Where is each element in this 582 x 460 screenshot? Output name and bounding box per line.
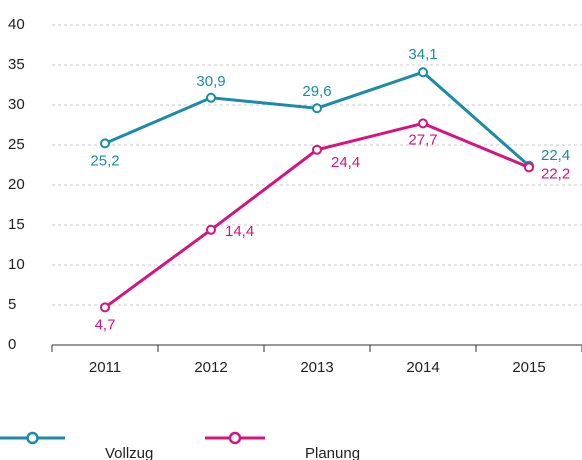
y-tick-label: 35 [8,56,25,73]
data-label: 27,7 [408,131,437,148]
data-label: 34,1 [408,46,437,63]
data-point [418,67,428,78]
y-tick-label: 5 [8,296,16,313]
y-tick-label: 30 [8,96,25,113]
data-label: 30,9 [196,73,225,90]
legend-label: Planung [305,445,360,460]
y-tick-label: 20 [8,176,25,193]
data-point [524,162,534,173]
data-label: 29,6 [302,83,331,100]
data-point [312,144,322,155]
data-label: 25,2 [90,152,119,169]
data-label: 14,4 [225,223,254,240]
data-label: 24,4 [331,154,360,171]
y-tick-label: 0 [8,336,16,353]
x-tick-label: 2012 [194,359,227,376]
data-label: 4,7 [95,316,116,333]
x-tick-label: 2011 [89,359,121,376]
data-point [206,224,216,235]
legend-marker [26,431,39,445]
data-point [100,138,110,149]
data-point [418,118,428,129]
x-tick-label: 2013 [300,359,333,376]
data-point [100,302,110,313]
y-tick-label: 10 [8,256,25,273]
legend-label: Vollzug [105,445,153,460]
y-tick-label: 40 [8,16,25,33]
data-point [206,92,216,103]
legend-marker [228,431,242,445]
data-label: 22,2 [541,165,570,182]
y-tick-label: 25 [8,136,25,153]
y-tick-label: 15 [8,216,25,233]
data-label: 22,4 [541,147,570,164]
x-tick-label: 2015 [512,359,545,376]
x-tick-label: 2014 [406,359,439,376]
data-point [312,103,322,114]
